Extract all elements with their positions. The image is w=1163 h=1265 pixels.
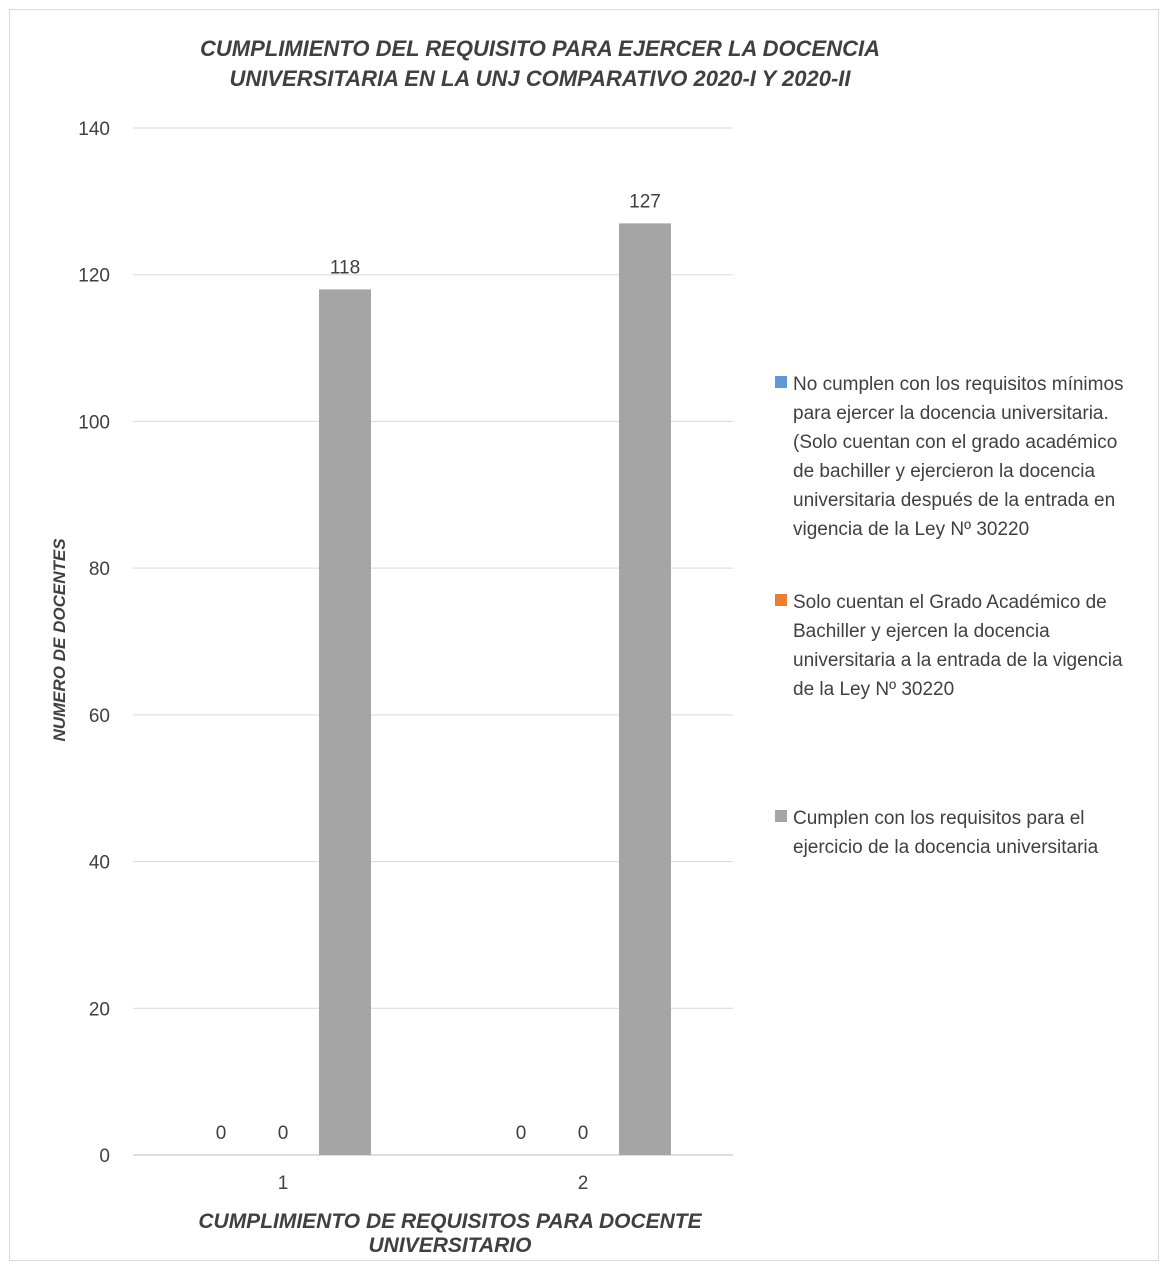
- x-axis-label: CUMPLIMIENTO DE REQUISITOS PARA DOCENTE …: [198, 1210, 702, 1257]
- x-tick-label-2: 2: [578, 1173, 589, 1194]
- bar-series-3-cat-1: [319, 289, 371, 1155]
- data-label-series-3-cat-2: 127: [629, 191, 661, 212]
- legend-item-series-3: Cumplen con los requisitos para el ejerc…: [775, 804, 1135, 862]
- bar-series-3-cat-2: [619, 223, 671, 1156]
- y-tick-label-100: 100: [78, 412, 110, 433]
- legend-item-series-2: Solo cuentan el Grado Académico de Bachi…: [775, 588, 1135, 704]
- legend-label-series-2: Solo cuentan el Grado Académico de Bachi…: [793, 592, 1123, 700]
- legend-label-series-3: Cumplen con los requisitos para el ejerc…: [793, 808, 1099, 858]
- y-tick-label-140: 140: [78, 119, 110, 140]
- data-label-series-3-cat-1: 118: [330, 257, 360, 278]
- x-tick-label-1: 1: [278, 1173, 289, 1194]
- legend-swatch-series-1: [775, 376, 787, 388]
- y-tick-label-60: 60: [89, 706, 110, 727]
- legend-label-series-1: No cumplen con los requisitos mínimos pa…: [793, 374, 1124, 540]
- data-label-series-2-cat-1: 0: [278, 1123, 289, 1144]
- chart-frame: [9, 9, 1159, 1261]
- y-tick-label-80: 80: [89, 559, 110, 580]
- y-tick-label-40: 40: [89, 853, 110, 874]
- y-tick-label-120: 120: [78, 266, 110, 287]
- data-label-series-2-cat-2: 0: [578, 1123, 589, 1144]
- legend-swatch-series-3: [775, 810, 787, 822]
- data-label-series-1-cat-2: 0: [516, 1123, 527, 1144]
- y-tick-label-20: 20: [89, 999, 110, 1020]
- y-tick-label-0: 0: [99, 1146, 110, 1167]
- legend-item-series-1: No cumplen con los requisitos mínimos pa…: [775, 370, 1135, 544]
- legend-swatch-series-2: [775, 594, 787, 606]
- chart-title: CUMPLIMIENTO DEL REQUISITO PARA EJERCER …: [199, 36, 881, 91]
- data-label-series-1-cat-1: 0: [216, 1123, 227, 1144]
